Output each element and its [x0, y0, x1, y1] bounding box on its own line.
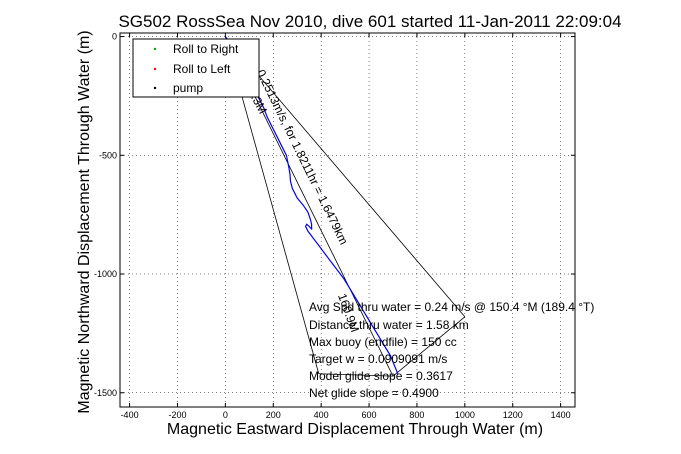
x-tick-label: 800: [409, 410, 424, 420]
x-tick-label: 1200: [503, 410, 523, 420]
stats-block: Avg Spd thru water = 0.24 m/s @ 150.4 °M…: [309, 300, 594, 400]
x-tick-label: 1400: [551, 410, 571, 420]
legend-marker-roll-right: [153, 47, 157, 51]
stat-max-buoy: Max buoy (endfile) = 150 cc: [309, 335, 457, 349]
legend-entry-roll-left: Roll to Left: [153, 62, 231, 76]
y-tick-label: 0: [112, 32, 117, 42]
y-axis-label: Magnetic Northward Displacement Through …: [76, 30, 93, 413]
legend: Roll to Right Roll to Left pump: [132, 38, 260, 98]
plot-frame: [119, 32, 576, 408]
legend-marker-roll-left: [153, 67, 157, 71]
legend-marker-pump: [153, 86, 157, 90]
legend-entry-pump: pump: [153, 81, 203, 95]
x-tick-label: 0: [223, 410, 228, 420]
legend-label-roll-left: Roll to Left: [173, 62, 231, 76]
y-tick-label: -1500: [94, 388, 117, 398]
wedge-line: [392, 316, 466, 377]
wedge-line: [225, 36, 466, 318]
x-axis-label: Magnetic Eastward Displacement Through W…: [167, 421, 543, 438]
stat-avg-speed: Avg Spd thru water = 0.24 m/s @ 150.4 °M…: [309, 300, 594, 314]
legend-label-roll-right: Roll to Right: [173, 42, 239, 56]
x-tick-label: 600: [362, 410, 377, 420]
tick-marks: [120, 33, 575, 407]
plot-area: 0.2513m/s, for 1.8211hr = 1.6479km85.3M1…: [119, 32, 576, 408]
x-tick-label: 200: [266, 410, 281, 420]
legend-label-pump: pump: [173, 81, 203, 95]
stat-net-glide: Net glide slope = 0.4900: [309, 386, 439, 400]
y-tick-label: -500: [99, 150, 117, 160]
y-tick-label: -1000: [94, 269, 117, 279]
legend-entry-roll-right: Roll to Right: [153, 42, 239, 56]
x-tick-label: 400: [314, 410, 329, 420]
stat-distance: Distance thru water = 1.58 km: [309, 318, 469, 332]
x-tick-label: 1000: [455, 410, 475, 420]
stat-model-glide: Model glide slope = 0.3617: [309, 369, 453, 383]
chart-title: SG502 RossSea Nov 2010, dive 601 started…: [118, 12, 621, 31]
x-tick-label: -400: [121, 410, 139, 420]
stat-target-w: Target w = 0.0909091 m/s: [309, 352, 447, 366]
x-tick-label: -200: [168, 410, 186, 420]
wedge-line: [318, 373, 394, 377]
